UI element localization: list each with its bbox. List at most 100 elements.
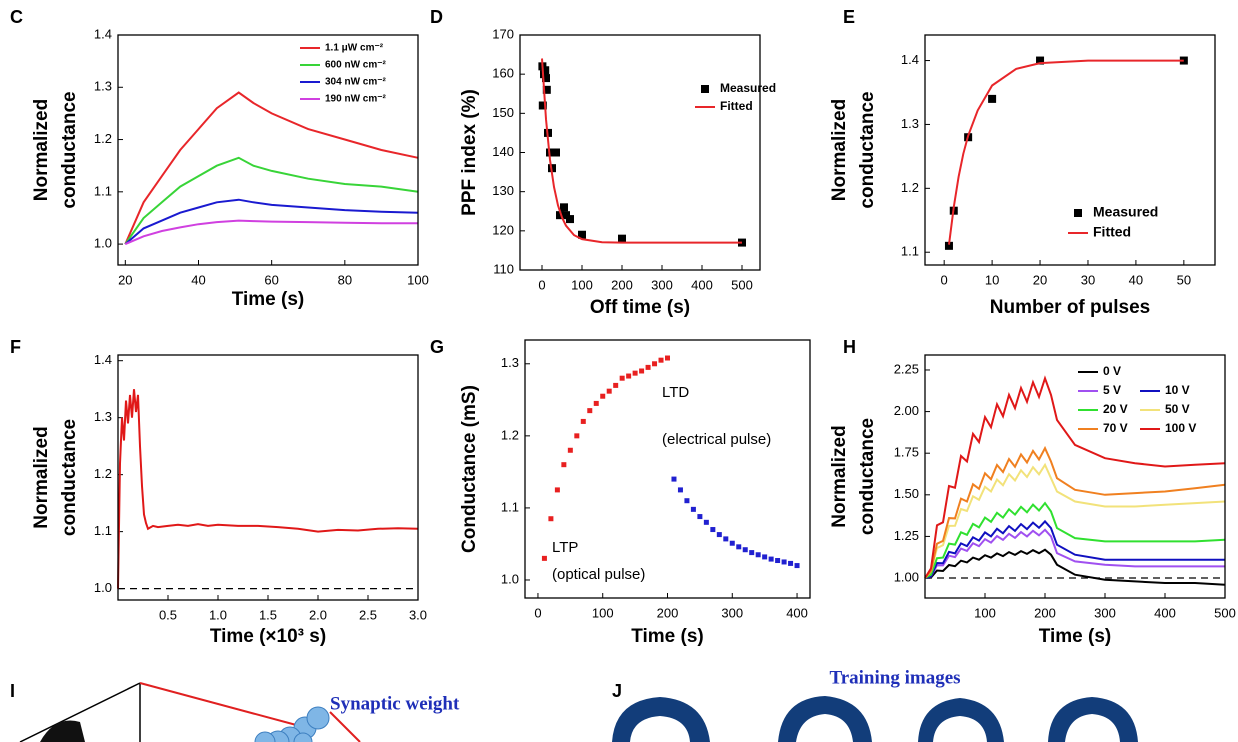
data-point: [749, 550, 755, 556]
y-tick-label: 1.50: [894, 486, 919, 501]
y-tick-label: 1.2: [901, 180, 919, 195]
annotation: LTD: [662, 384, 689, 401]
x-tick-label: 400: [786, 605, 808, 620]
x-tick-label: 300: [721, 605, 743, 620]
x-tick-label: 3.0: [409, 607, 427, 622]
data-point: [548, 516, 554, 522]
data-point: [768, 556, 774, 562]
x-tick-label: 100: [571, 277, 593, 292]
data-point: [554, 487, 560, 493]
x-tick-label: 50: [1177, 272, 1191, 287]
data-point: [606, 388, 612, 394]
data-point: [639, 368, 645, 374]
series-line: [924, 445, 1226, 579]
x-tick-label: 0.5: [159, 607, 177, 622]
x-tick-label: 100: [974, 605, 996, 620]
x-tick-label: 20: [1033, 272, 1047, 287]
series-line: [924, 548, 1226, 586]
y-tick-label: 1.1: [94, 183, 112, 198]
y-tick-label: 1.1: [901, 244, 919, 259]
panel-label: H: [843, 337, 856, 357]
y-tick-label: 110: [493, 261, 514, 276]
y-tick-label: 140: [492, 144, 514, 159]
data-point: [626, 373, 632, 379]
y-tick-label: 1.2: [94, 131, 112, 146]
series-line: [541, 58, 742, 244]
chart-line: C 20 40 60 80 100 1.0 1.1 1.2 1.3 1.4 Time (s) Norma…: [10, 7, 429, 310]
chart-scatter: D 0 100 200 300 400 500 110 120 130 140 150 160 170 Of…: [430, 7, 776, 318]
chart-line: F 0.5 1.0 1.5 2.0 2.5 3.0 1.0 1.1 1.2 1.3 1.4 Time (…: [10, 337, 427, 647]
legend-label: Fitted: [1093, 224, 1131, 240]
y-tick-label: 1.2: [501, 427, 519, 442]
y-axis-title: conductance: [857, 91, 878, 208]
plot-frame: [924, 34, 1216, 266]
y-axis-title: Conductance (mS): [459, 385, 480, 553]
y-tick-label: 1.25: [894, 528, 919, 543]
data-point: [1036, 56, 1045, 65]
y-tick-label: 1.0: [501, 571, 519, 586]
data-point: [645, 364, 651, 370]
data-point: [755, 552, 761, 558]
data-point: [671, 476, 677, 482]
y-tick-label: 1.00: [894, 569, 919, 584]
x-tick-label: 2.5: [359, 607, 377, 622]
panel-label: F: [10, 337, 21, 357]
x-axis-title: Number of pulses: [990, 297, 1150, 318]
plot-frame: [524, 339, 811, 599]
series-line: [117, 389, 419, 589]
legend-label: Measured: [720, 81, 776, 95]
y-tick-label: 1.1: [94, 523, 112, 538]
x-axis-title: Time (s): [232, 289, 305, 310]
x-tick-label: 1.0: [209, 607, 227, 622]
data-point: [775, 558, 781, 564]
legend-label: 304 nW cm⁻²: [325, 77, 387, 88]
x-tick-label: 200: [611, 277, 633, 292]
series-line: [924, 528, 1225, 579]
legend-label: 0 V: [1103, 364, 1121, 378]
y-axis-title: Normalized: [31, 99, 52, 201]
x-tick-label: 400: [1154, 605, 1176, 620]
data-point: [538, 101, 547, 110]
annotation: Synaptic weight: [330, 693, 460, 714]
x-axis-title: Time (×10³ s): [210, 626, 326, 647]
plot-frame: [519, 34, 761, 271]
data-point: [697, 514, 703, 520]
y-tick-label: 1.3: [501, 355, 519, 370]
panel-label: I: [10, 681, 15, 701]
series-line: [124, 91, 419, 245]
panel-title: Training images: [829, 667, 960, 688]
data-point: [742, 547, 748, 553]
x-tick-label: 10: [985, 272, 999, 287]
legend-label: 50 V: [1165, 402, 1190, 416]
y-tick-label: 170: [492, 26, 514, 41]
data-point: [541, 66, 550, 75]
data-point: [566, 215, 574, 224]
chart-line: H 100 200 300 400 500 1.00 1.25 1.50 1.75 2.00 2.25…: [829, 337, 1236, 647]
data-point: [703, 519, 709, 525]
panel-label: J: [612, 681, 622, 701]
x-tick-label: 200: [657, 605, 679, 620]
face-silhouette: [40, 720, 85, 742]
data-point: [556, 211, 564, 220]
data-point: [658, 357, 664, 363]
x-tick-label: 100: [592, 605, 614, 620]
x-tick-label: 100: [407, 272, 429, 287]
x-tick-label: 20: [118, 272, 132, 287]
data-point: [794, 563, 800, 569]
projection-line: [329, 711, 361, 742]
y-tick-label: 1.0: [94, 580, 112, 595]
y-tick-label: 1.0: [94, 236, 112, 251]
panel-label: E: [843, 7, 855, 27]
data-point: [944, 241, 953, 250]
plot-frame: [924, 354, 1226, 599]
data-point: [574, 433, 580, 439]
data-point: [762, 554, 768, 560]
x-tick-label: 300: [1094, 605, 1116, 620]
x-tick-label: 200: [1034, 605, 1056, 620]
y-tick-label: 2.25: [894, 361, 919, 376]
data-point: [593, 400, 599, 406]
annotation: LTP: [552, 539, 578, 556]
data-point: [788, 560, 794, 566]
series-line: [124, 198, 419, 245]
y-tick-label: 1.75: [894, 445, 919, 460]
